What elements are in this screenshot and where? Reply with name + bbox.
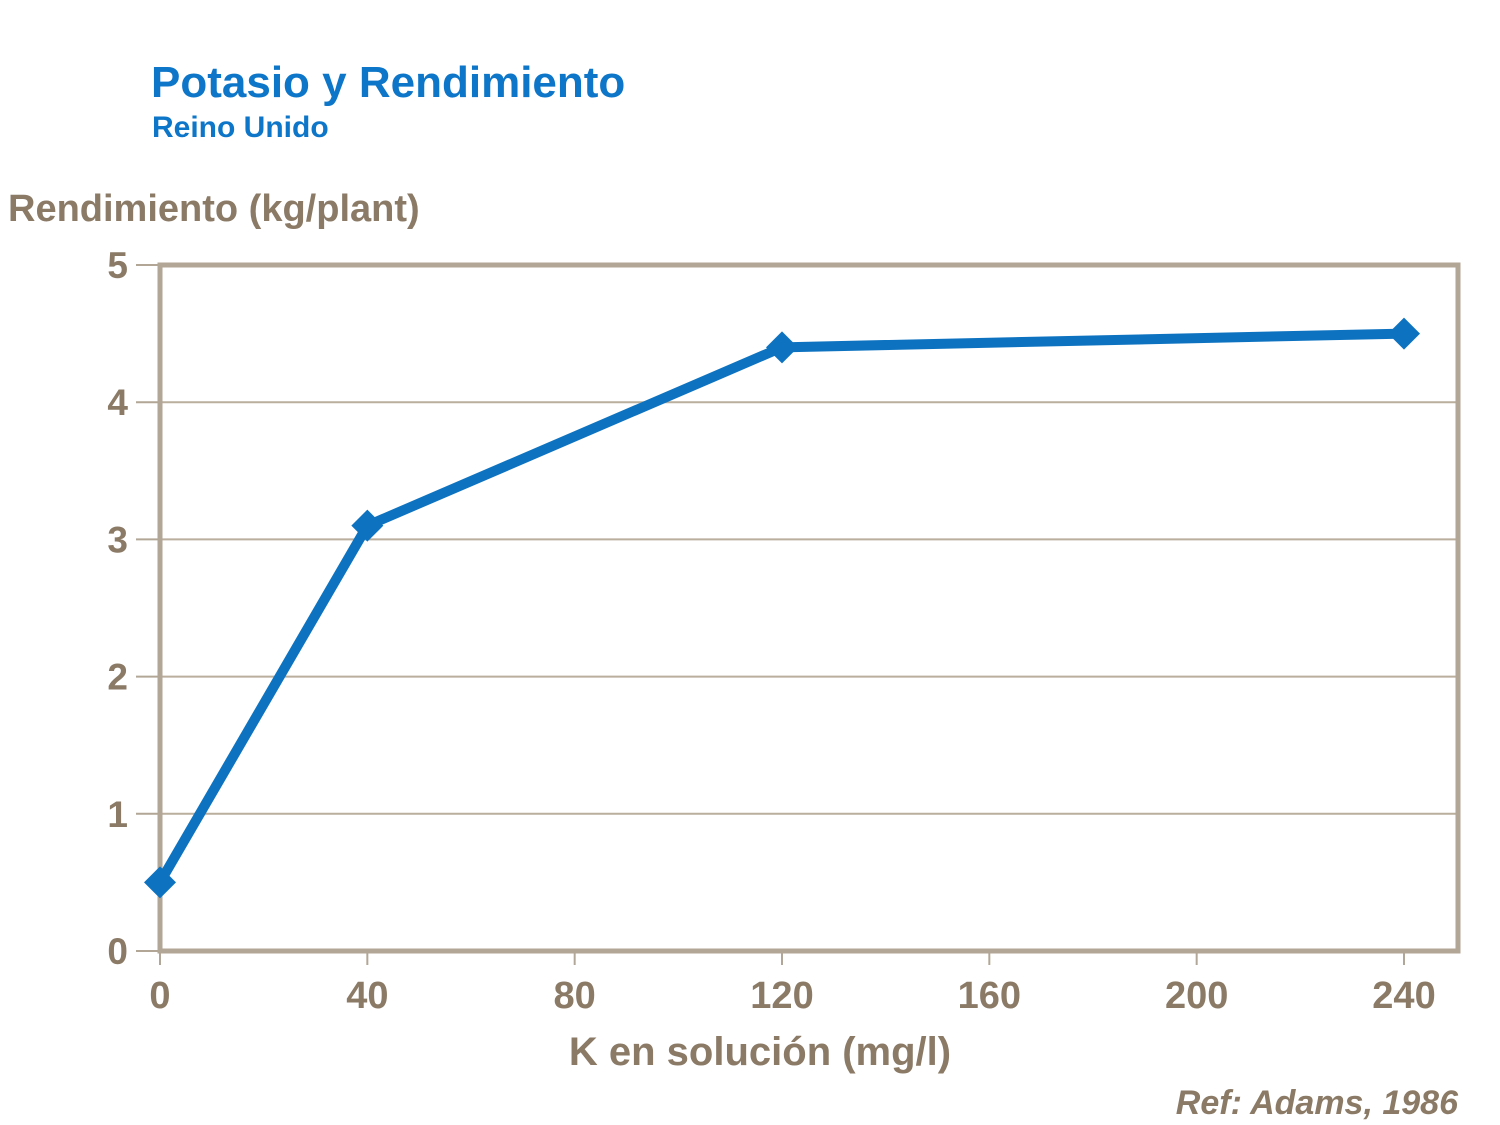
y-tick-label: 0	[107, 931, 128, 972]
y-tick-label: 4	[107, 382, 128, 423]
y-tick-label: 3	[107, 519, 128, 560]
x-tick-label: 120	[750, 975, 813, 1017]
data-point-marker	[351, 509, 384, 542]
chart-subtitle: Reino Unido	[152, 111, 329, 144]
chart-title: Potasio y Rendimiento	[151, 58, 626, 107]
plot-frame	[157, 262, 1461, 954]
y-axis-title: Rendimiento (kg/plant)	[8, 188, 420, 230]
data-point-marker	[766, 331, 798, 364]
data-point-marker	[144, 866, 176, 899]
y-tick-label: 2	[107, 657, 128, 698]
x-tick-label: 40	[346, 975, 388, 1017]
y-tick-label: 5	[107, 245, 128, 286]
data-point-marker	[1388, 317, 1420, 350]
reference-text: Ref: Adams, 1986	[1175, 1084, 1458, 1122]
y-tick-label: 1	[107, 794, 128, 835]
series-line	[155, 328, 1409, 888]
x-tick-label: 80	[554, 975, 596, 1017]
x-axis-title: K en solución (mg/l)	[568, 1030, 952, 1074]
x-tick-label: 240	[1372, 975, 1435, 1017]
x-tick-label: 160	[958, 975, 1021, 1017]
x-tick-label: 200	[1165, 975, 1228, 1017]
x-tick-label: 0	[149, 975, 170, 1017]
